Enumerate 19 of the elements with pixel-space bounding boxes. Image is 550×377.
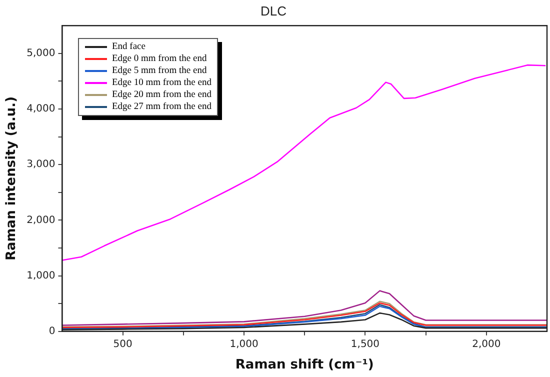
legend-label: End face — [112, 41, 146, 53]
legend-label: Edge 27 mm from the end — [112, 101, 212, 113]
legend-label: Edge 10 mm from the end — [112, 77, 212, 89]
legend-label: Edge 5 mm from the end — [112, 65, 207, 77]
y-tick-label: 4,000 — [26, 104, 56, 115]
y-tick-label: 5,000 — [26, 48, 56, 59]
chart-title: DLC — [260, 3, 287, 18]
x-axis-title: Raman shift (cm⁻¹) — [235, 358, 374, 373]
legend-label: Edge 20 mm from the end — [112, 89, 212, 101]
y-tick-label: 0 — [48, 326, 56, 337]
y-tick-label: 1,000 — [26, 270, 56, 282]
y-tick-label: 3,000 — [26, 159, 56, 170]
x-tick-label: 2,000 — [472, 338, 501, 350]
x-tick-label: 1,000 — [230, 338, 258, 350]
legend-label: Edge 0 mm from the end — [112, 53, 207, 65]
y-axis-title: Raman intensity (a.u.) — [4, 96, 20, 261]
y-tick-label: 2,000 — [26, 214, 56, 226]
x-tick-label: 500 — [113, 338, 132, 350]
x-tick-label: 1,500 — [350, 338, 380, 350]
